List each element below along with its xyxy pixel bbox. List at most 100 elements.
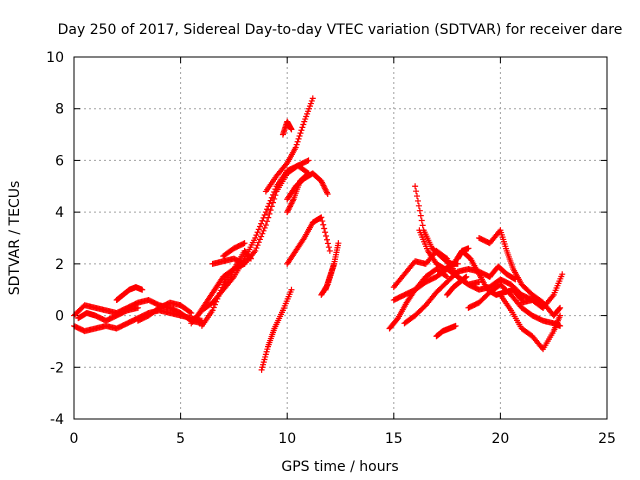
y-tick-label: -2 bbox=[50, 360, 64, 376]
series-track-p bbox=[284, 214, 333, 267]
series-track-z bbox=[444, 273, 470, 298]
x-tick-label: 10 bbox=[278, 431, 296, 447]
plus-marker bbox=[210, 304, 217, 311]
plus-marker bbox=[217, 287, 224, 294]
plus-marker bbox=[256, 236, 263, 243]
x-tick-label: 25 bbox=[598, 431, 616, 447]
plus-marker bbox=[335, 240, 342, 247]
series-track-n bbox=[284, 170, 312, 216]
series-track-y bbox=[433, 322, 459, 340]
plot-frame bbox=[73, 56, 608, 420]
x-axis-label: GPS time / hours bbox=[281, 459, 398, 475]
y-tick-label: 10 bbox=[46, 50, 64, 66]
plus-marker bbox=[269, 199, 276, 206]
plus-marker bbox=[266, 210, 273, 217]
plus-marker bbox=[214, 295, 221, 302]
series-track-aa bbox=[454, 245, 472, 262]
x-tick-label: 5 bbox=[176, 431, 185, 447]
plus-marker bbox=[305, 170, 312, 177]
series-track-k bbox=[262, 95, 316, 195]
plus-marker bbox=[241, 240, 248, 247]
plus-marker bbox=[417, 212, 424, 219]
plus-marker bbox=[512, 276, 519, 283]
plus-marker bbox=[288, 286, 295, 293]
plus-marker bbox=[254, 229, 261, 236]
plus-marker bbox=[304, 171, 311, 178]
series-track-af bbox=[486, 263, 519, 283]
plus-marker bbox=[260, 227, 267, 234]
plus-marker bbox=[261, 212, 268, 219]
plus-marker bbox=[452, 322, 459, 329]
grid-lines bbox=[74, 57, 607, 419]
series-track-ab bbox=[476, 227, 564, 319]
plus-marker bbox=[293, 141, 300, 148]
plus-marker bbox=[292, 144, 299, 151]
plus-marker bbox=[416, 207, 423, 214]
plus-marker bbox=[187, 309, 194, 316]
plus-marker bbox=[252, 235, 259, 241]
plus-marker bbox=[309, 95, 316, 102]
plus-marker bbox=[271, 195, 278, 202]
plus-marker bbox=[297, 130, 304, 137]
plus-marker bbox=[272, 192, 279, 199]
plus-marker bbox=[294, 138, 301, 145]
plus-marker bbox=[255, 226, 262, 233]
plus-marker bbox=[414, 197, 421, 204]
plus-marker bbox=[255, 239, 262, 246]
plus-marker bbox=[413, 188, 420, 195]
series-track-r bbox=[318, 260, 338, 298]
plus-marker bbox=[296, 133, 303, 140]
plus-marker bbox=[261, 224, 268, 231]
plus-marker bbox=[325, 244, 332, 251]
plus-marker bbox=[253, 232, 260, 239]
plus-marker bbox=[264, 206, 271, 213]
series-track-ad bbox=[497, 291, 564, 353]
plus-marker bbox=[557, 312, 564, 319]
series-track-w bbox=[412, 183, 461, 267]
plus-marker bbox=[322, 229, 329, 236]
plus-marker bbox=[219, 284, 226, 291]
plus-marker bbox=[320, 221, 327, 228]
data-points bbox=[71, 95, 566, 373]
plus-marker bbox=[262, 222, 269, 229]
y-tick-label: 8 bbox=[55, 102, 64, 118]
plus-marker bbox=[556, 305, 563, 312]
plus-marker bbox=[256, 223, 263, 230]
plus-marker bbox=[326, 247, 333, 254]
x-tick-labels: 0 5 10 15 20 25 bbox=[70, 431, 616, 447]
y-tick-label: -4 bbox=[50, 412, 64, 428]
plus-marker bbox=[415, 202, 422, 209]
plus-marker bbox=[264, 218, 271, 225]
series-track-c bbox=[75, 304, 141, 324]
x-tick-label: 20 bbox=[491, 431, 509, 447]
plus-marker bbox=[412, 183, 419, 190]
series-track-e bbox=[134, 299, 195, 324]
plus-marker bbox=[262, 209, 269, 216]
plus-marker bbox=[267, 207, 274, 214]
plus-marker bbox=[419, 222, 426, 229]
plus-marker bbox=[258, 233, 265, 240]
plus-marker bbox=[213, 298, 220, 305]
chart-title: Day 250 of 2017, Sidereal Day-to-day VTE… bbox=[58, 22, 623, 38]
plus-marker bbox=[323, 236, 330, 243]
plus-marker bbox=[300, 121, 307, 128]
y-tick-label: 0 bbox=[55, 309, 64, 325]
plus-marker bbox=[463, 273, 470, 280]
plus-marker bbox=[324, 191, 331, 198]
x-tick-label: 0 bbox=[70, 431, 79, 447]
plus-marker bbox=[418, 217, 425, 224]
y-tick-labels: -4 -2 0 2 4 6 8 10 bbox=[46, 50, 64, 428]
plus-marker bbox=[268, 203, 275, 210]
y-tick-label: 4 bbox=[55, 205, 64, 221]
plus-marker bbox=[134, 304, 141, 311]
plus-marker bbox=[254, 242, 261, 249]
plus-marker bbox=[288, 126, 295, 133]
plus-marker bbox=[559, 271, 566, 278]
plus-marker bbox=[258, 220, 265, 227]
plus-marker bbox=[252, 247, 259, 254]
plus-marker bbox=[215, 293, 222, 300]
series-track-d bbox=[113, 284, 146, 304]
plus-marker bbox=[139, 286, 146, 293]
y-tick-label: 6 bbox=[55, 153, 64, 169]
